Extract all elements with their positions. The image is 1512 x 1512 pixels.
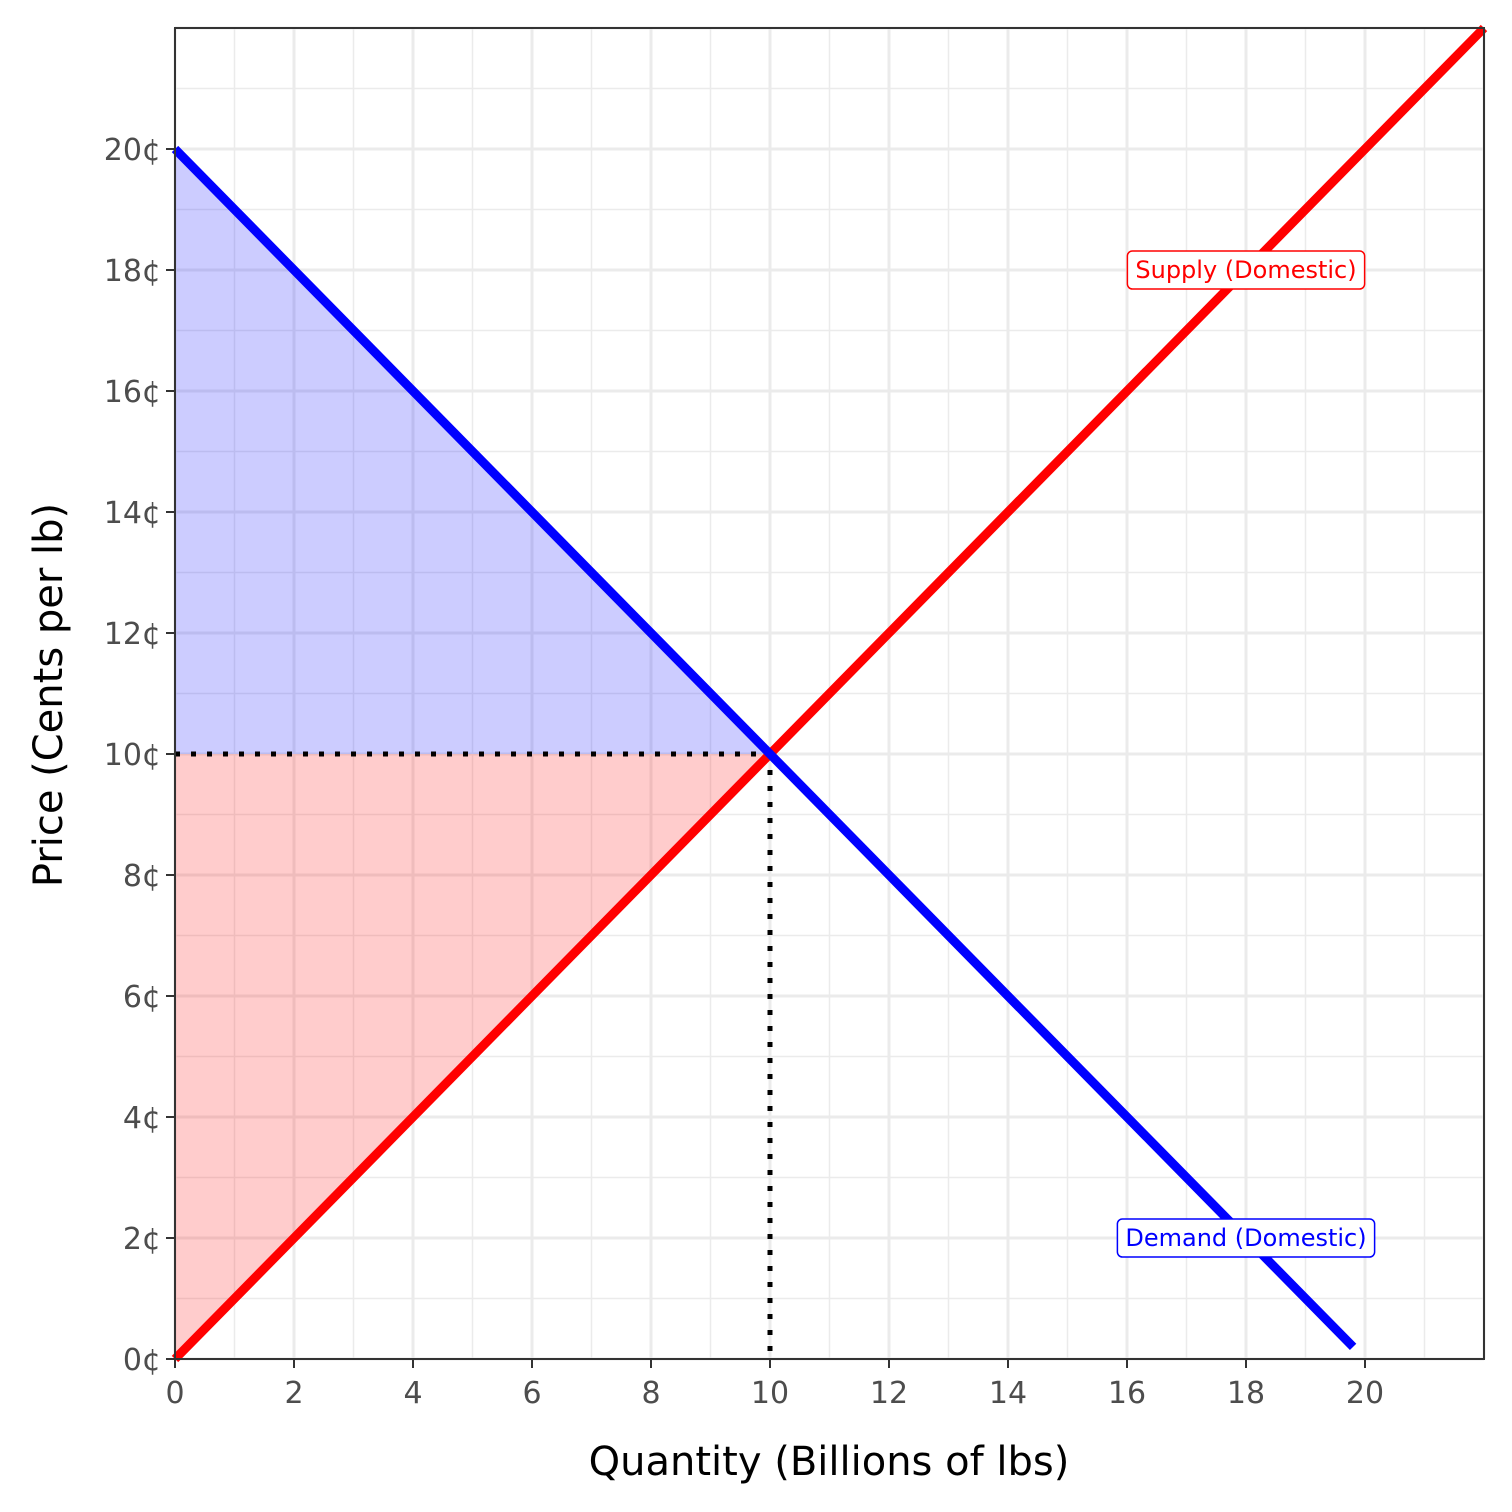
x-tick-label: 14 (989, 1376, 1027, 1411)
curve-label: Demand (Domestic) (1116, 1218, 1376, 1258)
y-tick-label: 14¢ (104, 496, 161, 531)
x-tick-label: 18 (1227, 1376, 1265, 1411)
y-tick-label: 4¢ (123, 1101, 161, 1136)
y-tick-label: 18¢ (104, 254, 161, 289)
x-tick-label: 6 (522, 1376, 541, 1411)
y-tick-label: 16¢ (104, 375, 161, 410)
y-axis-title: Price (Cents per lb) (26, 503, 72, 887)
y-tick-label: 6¢ (123, 980, 161, 1015)
y-tick-label: 8¢ (123, 859, 161, 894)
y-tick-label: 0¢ (123, 1343, 161, 1378)
y-tick-label: 2¢ (123, 1222, 161, 1257)
x-axis-title: Quantity (Billions of lbs) (589, 1439, 1070, 1485)
x-tick-label: 16 (1108, 1376, 1146, 1411)
series-line (171, 145, 1357, 1351)
x-tick-label: 10 (751, 1376, 789, 1411)
axis-ticks: 0 2 4 6 8 10 12 14 16 18 20 0¢ 2¢ 4¢ 6¢ 8¢ 10¢ 12¢ 14¢ 16¢ 1… (104, 133, 1384, 1411)
curve-label-text: Supply (Domestic) (1135, 256, 1356, 284)
y-tick-label: 12¢ (104, 617, 161, 652)
y-tick-label: 10¢ (104, 738, 161, 773)
y-tick-label: 20¢ (104, 133, 161, 168)
x-tick-label: 12 (870, 1376, 908, 1411)
x-tick-label: 2 (284, 1376, 303, 1411)
x-tick-label: 0 (165, 1376, 184, 1411)
x-tick-label: 4 (403, 1376, 422, 1411)
curve-label: Supply (Domestic) (1126, 250, 1366, 290)
series-line (171, 24, 1488, 1363)
x-tick-label: 8 (641, 1376, 660, 1411)
curve-labels: Supply (Domestic) Demand (Domestic) (1116, 250, 1376, 1258)
curve-label-box (1126, 250, 1366, 290)
panel-border (174, 27, 1485, 1360)
series-lines (171, 24, 1488, 1363)
x-tick-label: 20 (1346, 1376, 1384, 1411)
curve-label-text: Demand (Domestic) (1125, 1224, 1366, 1252)
reference-lines (175, 751, 773, 1359)
curve-label-box (1116, 1218, 1376, 1258)
